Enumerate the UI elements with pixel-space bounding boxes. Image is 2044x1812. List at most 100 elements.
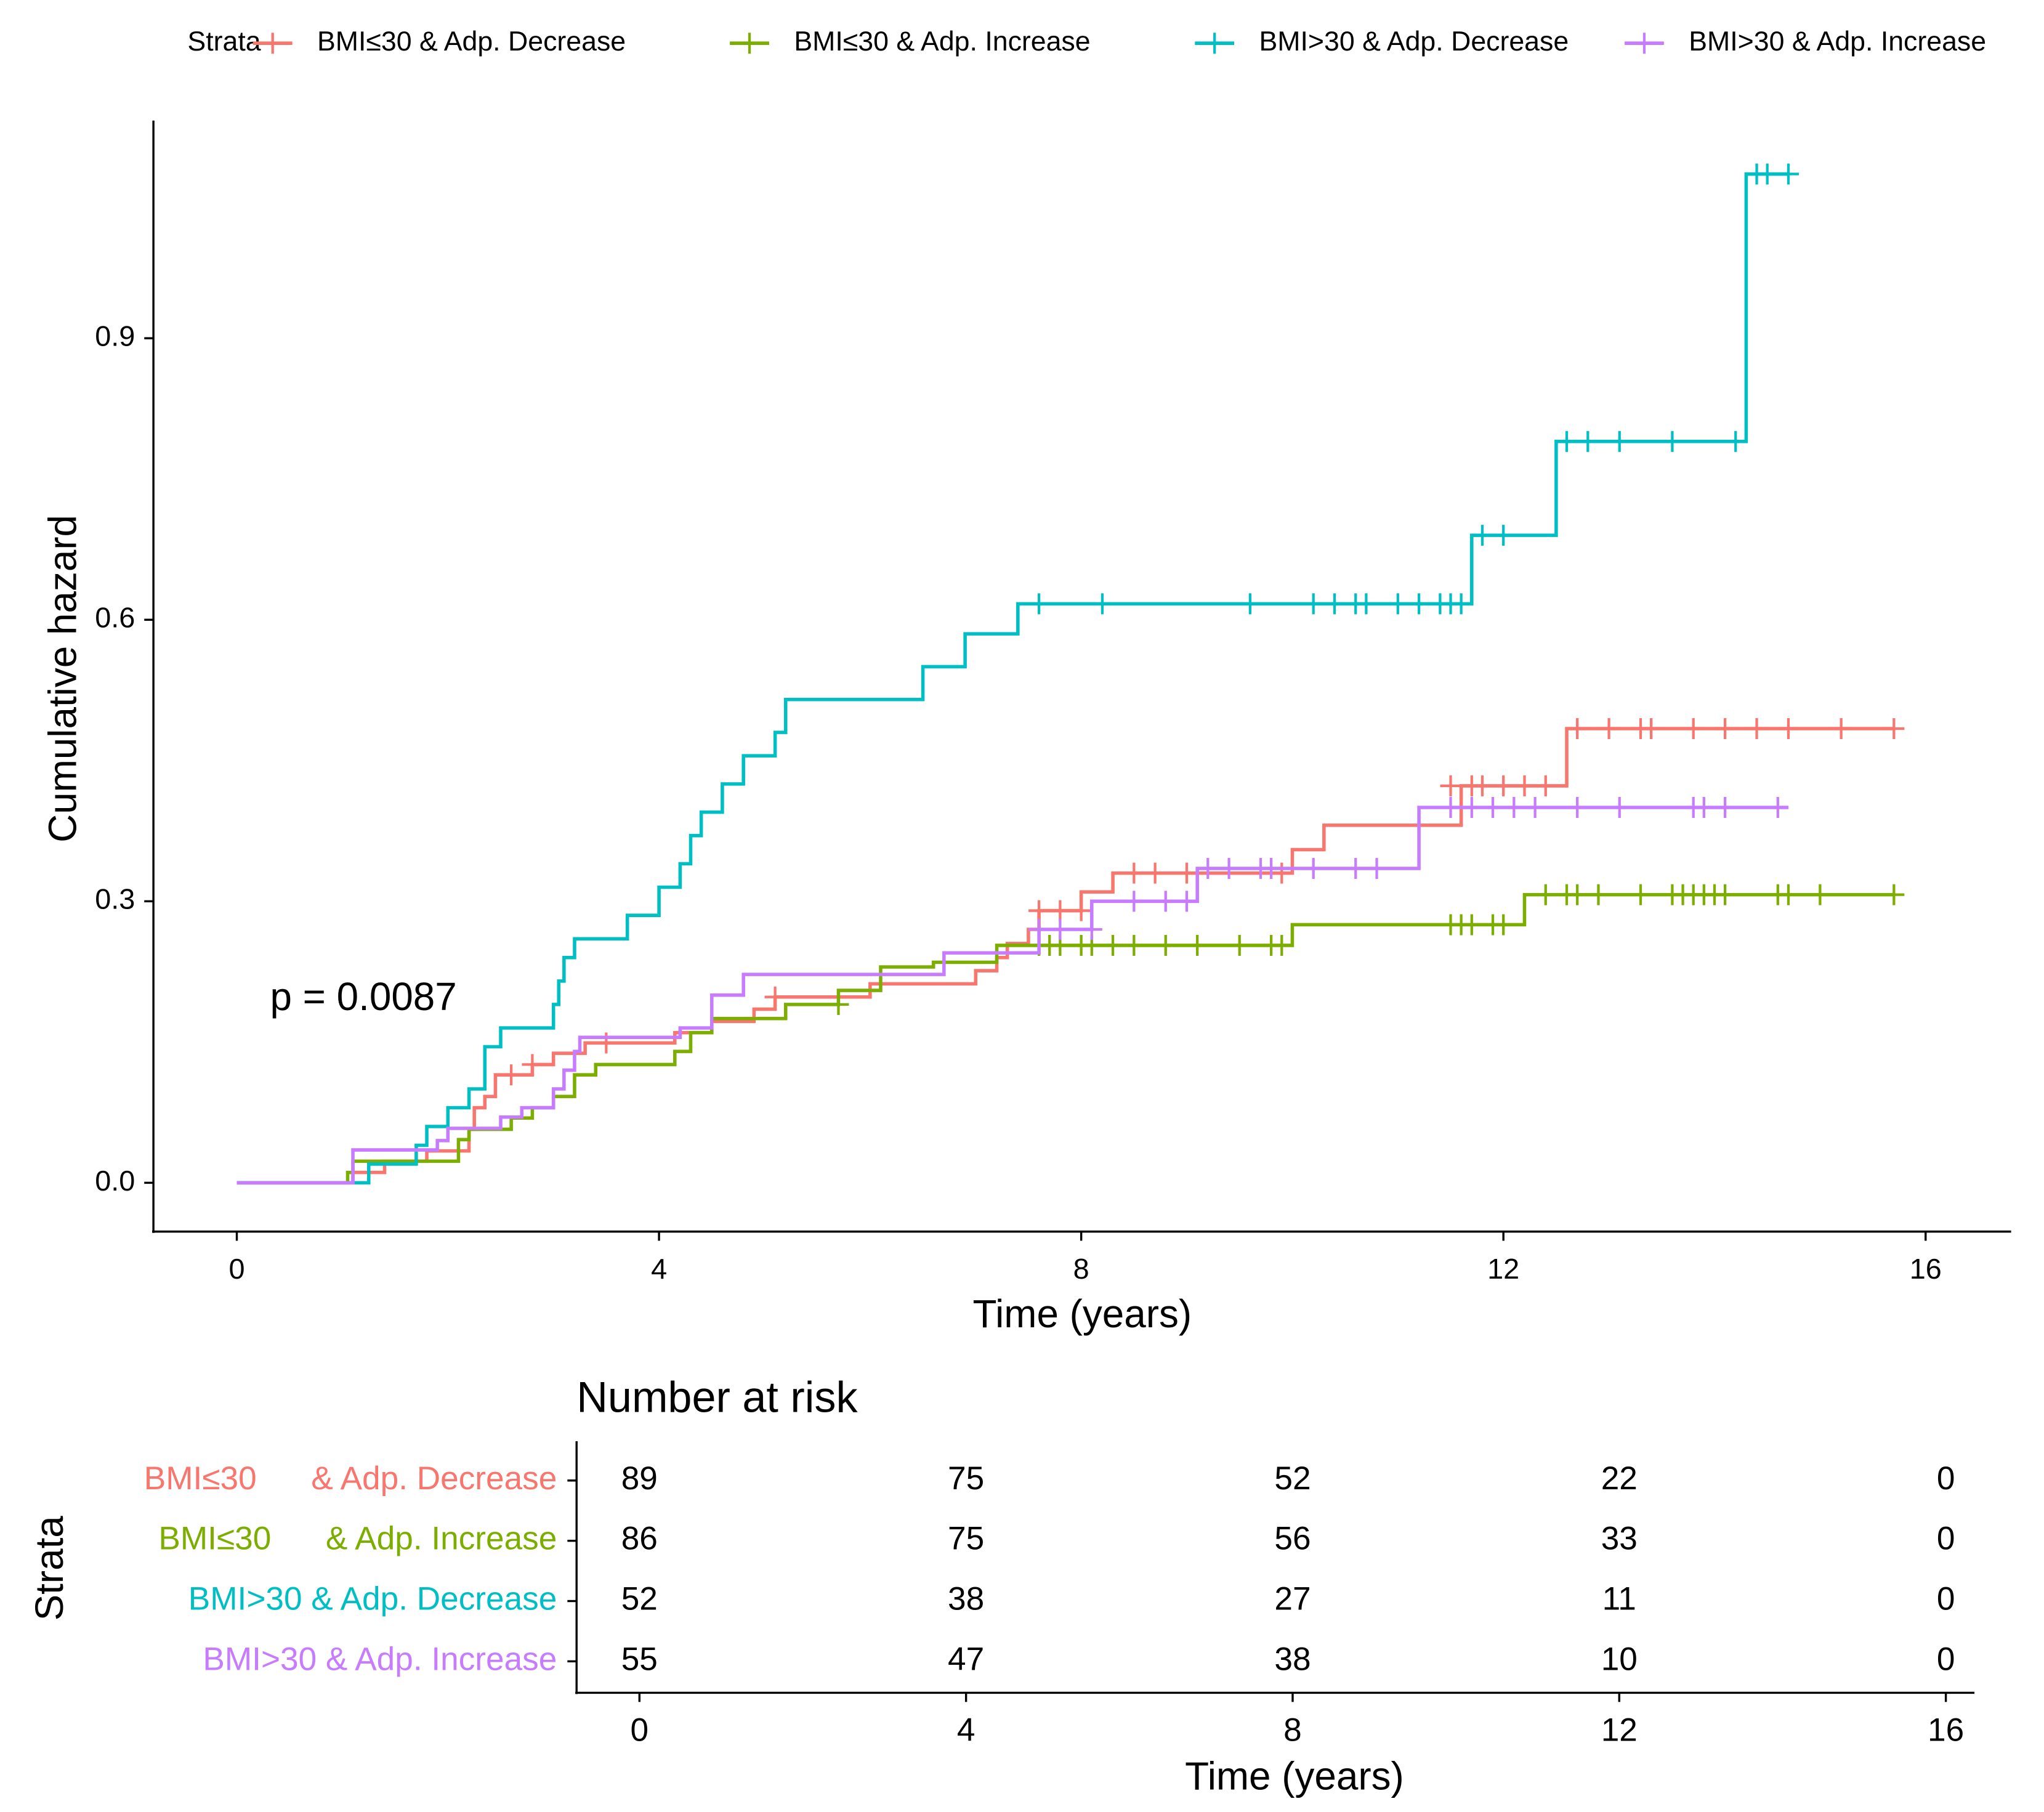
risk-count: 0 <box>1937 1460 1955 1497</box>
risk-count: 0 <box>1937 1521 1955 1557</box>
censor-mark <box>828 993 849 1015</box>
censor-mark <box>1271 934 1293 956</box>
censor-mark <box>1144 862 1166 884</box>
legend-key-cross <box>1633 33 1655 54</box>
censor-mark <box>1123 862 1145 884</box>
censor-mark <box>1609 431 1630 452</box>
censor-mark <box>1567 718 1588 740</box>
legend-label: BMI≤30 & Adp. Decrease <box>317 26 626 57</box>
censor-mark <box>1725 431 1747 452</box>
censor-mark <box>1746 718 1767 740</box>
row-label: BMI≤30 & Adp. Increase <box>158 1521 557 1557</box>
censor-mark <box>1503 796 1525 818</box>
censor-mark <box>1809 884 1831 905</box>
censor-mark <box>1715 884 1736 905</box>
censor-mark <box>1303 857 1324 880</box>
row-label: BMI>30 & Adp. Increase <box>203 1641 557 1677</box>
table-y-title: Strata <box>27 1516 71 1621</box>
p-value: p = 0.0087 <box>270 974 456 1019</box>
censor-mark <box>1323 593 1345 615</box>
censor-mark <box>1239 593 1261 615</box>
row-label: BMI>30 & Adp. Decrease <box>188 1581 557 1617</box>
censor-mark <box>1218 857 1240 880</box>
legend-key-cross <box>262 33 283 54</box>
censor-mark <box>1123 934 1145 956</box>
censor-mark <box>1682 718 1704 740</box>
hazard-line <box>236 172 1788 1185</box>
censor-mark <box>1408 593 1430 615</box>
risk-count: 0 <box>1937 1641 1955 1677</box>
censor-mark <box>1493 914 1514 936</box>
censor-mark <box>1355 593 1377 615</box>
censor-mark <box>1049 919 1071 940</box>
censor-mark <box>1883 884 1905 905</box>
censor-mark <box>1777 884 1799 905</box>
censor-mark <box>1197 857 1219 880</box>
censor-mark <box>1535 775 1556 796</box>
censor-mark <box>1261 857 1282 880</box>
risk-count: 38 <box>948 1581 984 1617</box>
censor-mark <box>596 1032 617 1054</box>
censor-mark <box>1830 718 1852 740</box>
censor-mark <box>1155 891 1176 912</box>
x-tick-label: 16 <box>1910 1253 1942 1285</box>
censor-mark <box>1777 163 1799 185</box>
censor-mark <box>1028 900 1050 921</box>
hazard-line <box>236 806 1788 1185</box>
x-tick-label: 16 <box>1928 1712 1964 1748</box>
risk-count: 55 <box>621 1641 658 1677</box>
censor-mark <box>1303 593 1324 615</box>
censor-mark <box>1662 431 1683 452</box>
censor-mark <box>1777 718 1799 740</box>
censor-mark <box>1155 934 1176 956</box>
censor-mark <box>1440 775 1461 796</box>
censor-mark <box>1767 796 1788 818</box>
risk-count: 27 <box>1274 1581 1311 1617</box>
table-x-title: Time (years) <box>1185 1754 1404 1798</box>
legend-label: BMI>30 & Adp. Increase <box>1689 26 1986 57</box>
risk-count: 86 <box>621 1521 658 1557</box>
censor-mark <box>1028 919 1050 940</box>
legend-label: BMI≤30 & Adp. Increase <box>794 26 1090 57</box>
censor-mark <box>1493 525 1514 546</box>
censor-mark <box>1756 163 1778 185</box>
risk-count: 89 <box>621 1460 658 1497</box>
censor-mark <box>1461 796 1482 818</box>
censor-mark <box>1176 862 1198 884</box>
censor-mark <box>1556 431 1578 452</box>
legend-title: Strata <box>187 26 261 57</box>
x-tick-label: 4 <box>651 1253 667 1285</box>
row-label: BMI≤30 & Adp. Decrease <box>144 1460 557 1497</box>
risk-count: 52 <box>1274 1460 1311 1497</box>
censor-mark <box>1482 796 1504 818</box>
censor-mark <box>1693 796 1715 818</box>
risk-count: 10 <box>1601 1641 1638 1677</box>
censor-mark <box>1630 884 1652 905</box>
risk-count: 75 <box>948 1460 984 1497</box>
risk-count: 47 <box>948 1641 984 1677</box>
censor-mark <box>1588 884 1609 905</box>
censor-mark <box>1271 862 1293 884</box>
x-tick-label: 12 <box>1487 1253 1519 1285</box>
censor-mark <box>1450 593 1472 615</box>
risk-count: 11 <box>1602 1581 1636 1617</box>
censor-mark <box>522 1054 543 1075</box>
censor-mark <box>1081 919 1102 940</box>
censor-mark <box>1567 884 1588 905</box>
censor-mark <box>1387 593 1408 615</box>
censor-mark <box>1461 914 1482 936</box>
table-title: Number at risk <box>576 1373 858 1422</box>
censor-mark <box>1102 934 1124 956</box>
risk-count: 0 <box>1937 1581 1955 1617</box>
censor-mark <box>1123 891 1145 912</box>
censor-mark <box>1609 796 1630 818</box>
x-tick-label: 8 <box>1073 1253 1089 1285</box>
censor-mark <box>1176 891 1198 912</box>
y-tick-label: 0.6 <box>95 602 135 634</box>
x-axis-title: Time (years) <box>973 1292 1192 1336</box>
hazard-line <box>236 727 1894 1185</box>
x-tick-label: 0 <box>229 1253 245 1285</box>
risk-count: 52 <box>621 1581 658 1617</box>
